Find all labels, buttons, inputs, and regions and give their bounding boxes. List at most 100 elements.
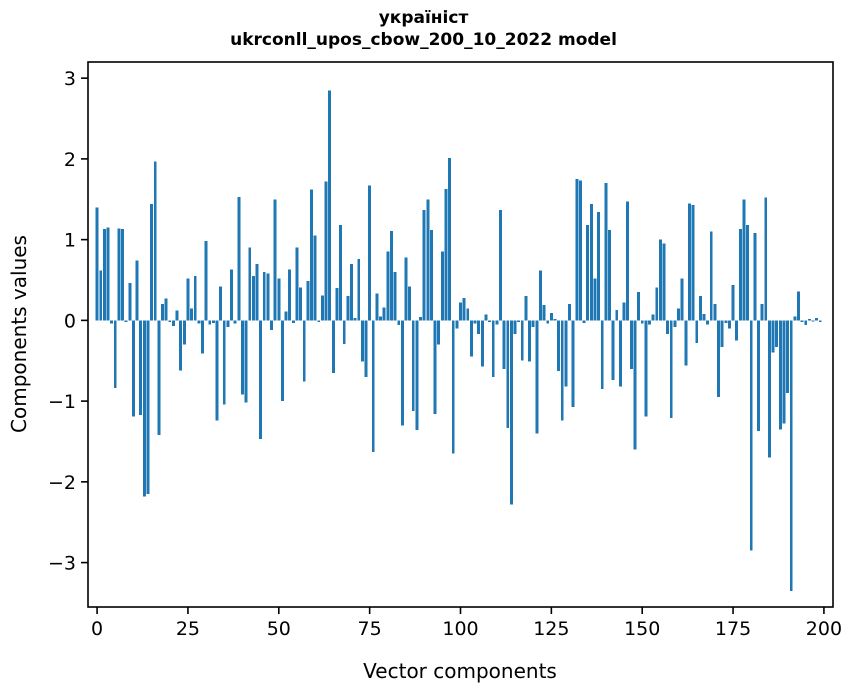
bar [335,288,339,321]
x-tick-label: 100 [442,618,478,640]
x-tick-label: 150 [624,618,660,640]
bar [546,320,550,324]
x-tick-label: 125 [533,618,569,640]
bar [582,320,586,323]
x-tick-label: 175 [715,618,751,640]
bar [782,320,786,424]
bar [429,229,433,321]
bar [448,158,452,321]
bar [807,318,811,321]
bar [437,320,441,345]
bar [379,316,383,321]
bars-group [95,90,822,591]
bar [440,251,444,321]
bar [175,310,179,321]
bar [320,295,324,321]
bar [553,318,557,321]
bar [571,320,575,407]
bar [266,273,270,321]
bar [517,320,521,322]
bar [564,320,568,387]
bar [568,304,571,321]
bar [288,269,292,321]
bar [524,296,528,321]
bar [644,320,648,417]
bar [237,196,241,321]
bar [648,320,651,325]
bar [575,179,579,321]
bar [578,180,582,321]
bar [182,320,186,345]
bar [658,239,662,321]
bar [390,230,393,321]
bar [520,320,524,361]
bar [186,278,190,321]
bar [368,185,372,321]
bar [451,320,455,454]
bar [709,231,713,321]
bar [749,320,753,551]
bar [615,309,619,321]
bar [204,241,208,321]
bar [593,278,597,321]
bar [273,199,277,321]
bar [786,320,790,394]
y-tick-label: −2 [48,472,76,494]
bar [651,314,655,321]
bar [179,320,183,371]
bar [139,320,143,415]
y-axis-ticks: −3 −2 −1 0 1 2 3 [48,68,88,575]
bar [746,225,750,321]
bar [248,247,252,321]
bar [633,320,637,450]
bar [713,304,717,321]
bar [339,225,343,321]
bar [331,320,335,373]
bar [197,320,201,324]
y-tick-label: 3 [64,68,76,90]
bar [313,235,317,321]
bar [110,320,114,324]
bar [171,320,175,327]
bar [757,320,760,431]
bar [731,284,735,321]
bar [622,302,626,321]
bar [422,209,426,321]
bar [793,316,797,321]
bar [789,320,793,591]
bar [262,271,266,321]
bar [680,278,684,321]
bar [673,320,677,327]
bar [404,257,408,321]
x-tick-label: 0 [91,618,103,640]
bar [455,320,459,329]
y-tick-label: −1 [48,391,76,413]
bar [491,320,495,377]
bar [426,199,430,321]
bar [459,302,462,321]
bar [640,320,644,324]
bar [270,320,273,331]
bar [244,320,248,403]
bar [342,320,346,344]
bar [735,320,739,341]
bar [589,204,593,321]
bar [695,320,699,343]
bar [506,320,510,428]
bar [193,275,197,321]
bar [113,320,117,389]
y-tick-label: 2 [64,149,76,171]
bar [484,314,488,321]
bar [393,271,397,321]
bar [775,320,779,348]
bar [691,204,695,321]
bar [128,283,132,321]
bar [415,320,419,431]
x-axis-label: Vector components [363,659,557,683]
bar [226,320,230,327]
bar [277,278,281,321]
bar [208,320,212,325]
bar [720,320,724,348]
bar [677,308,681,321]
